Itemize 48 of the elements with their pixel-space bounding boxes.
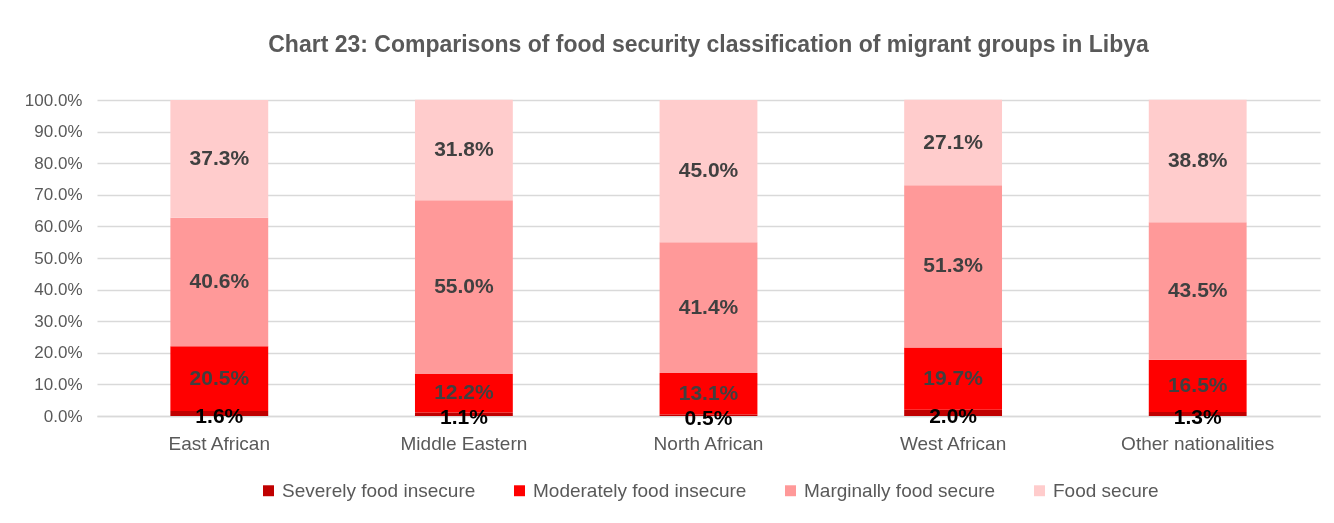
data-label: 45.0% [678, 158, 739, 182]
bar [414, 200, 513, 374]
bar [170, 217, 269, 347]
bar [904, 99, 1003, 186]
data-label: 43.5% [1167, 278, 1228, 302]
bar [414, 99, 513, 201]
x-tick-label: West African [899, 432, 1007, 454]
legend-label: Severely food insecure [282, 479, 476, 501]
bar [904, 347, 1003, 410]
data-label: 20.5% [189, 365, 250, 389]
y-tick-label: 60.0% [34, 216, 83, 236]
bar [1148, 99, 1247, 223]
y-tick-label: 20.0% [34, 343, 83, 363]
data-label: 19.7% [923, 365, 984, 389]
bar [659, 242, 758, 374]
data-label: 13.1% [678, 380, 739, 404]
legend-label: Food secure [1053, 479, 1159, 501]
y-tick-label: 10.0% [34, 374, 83, 394]
y-tick-label: 80.0% [34, 153, 83, 173]
data-label: 16.5% [1167, 372, 1228, 396]
data-label: 27.1% [923, 129, 984, 153]
chart-title: Chart 23: Comparisons of food security classification of migrant groups in Libya [268, 31, 1149, 57]
y-tick-label: 40.0% [34, 280, 83, 300]
bar [170, 346, 269, 411]
y-tick-label: 0.0% [43, 406, 83, 426]
data-label: 41.4% [678, 294, 739, 318]
x-tick-label: North African [653, 432, 764, 454]
legend-label: Moderately food insecure [533, 479, 747, 501]
data-label: 31.8% [434, 136, 494, 160]
y-tick-label: 30.0% [34, 311, 83, 331]
bar [170, 100, 269, 218]
y-tick-label: 90.0% [34, 122, 83, 142]
bar [904, 185, 1003, 348]
data-label: 37.3% [189, 145, 250, 169]
x-tick-label: Middle Eastern [400, 432, 528, 454]
data-label: 38.8% [1167, 147, 1228, 171]
data-label: 55.0% [434, 274, 494, 298]
data-label: 51.3% [923, 253, 984, 277]
y-tick-label: 100.0% [24, 90, 83, 110]
legend-label: Marginally food secure [804, 479, 996, 501]
data-label: 12.2% [434, 380, 494, 404]
y-tick-label: 50.0% [34, 248, 83, 268]
x-tick-label: Other nationalities [1121, 432, 1275, 454]
bar [1148, 222, 1247, 360]
bar [659, 100, 758, 243]
x-tick-label: East African [168, 432, 270, 454]
data-label: 40.6% [189, 269, 250, 293]
y-tick-label: 70.0% [34, 185, 83, 205]
